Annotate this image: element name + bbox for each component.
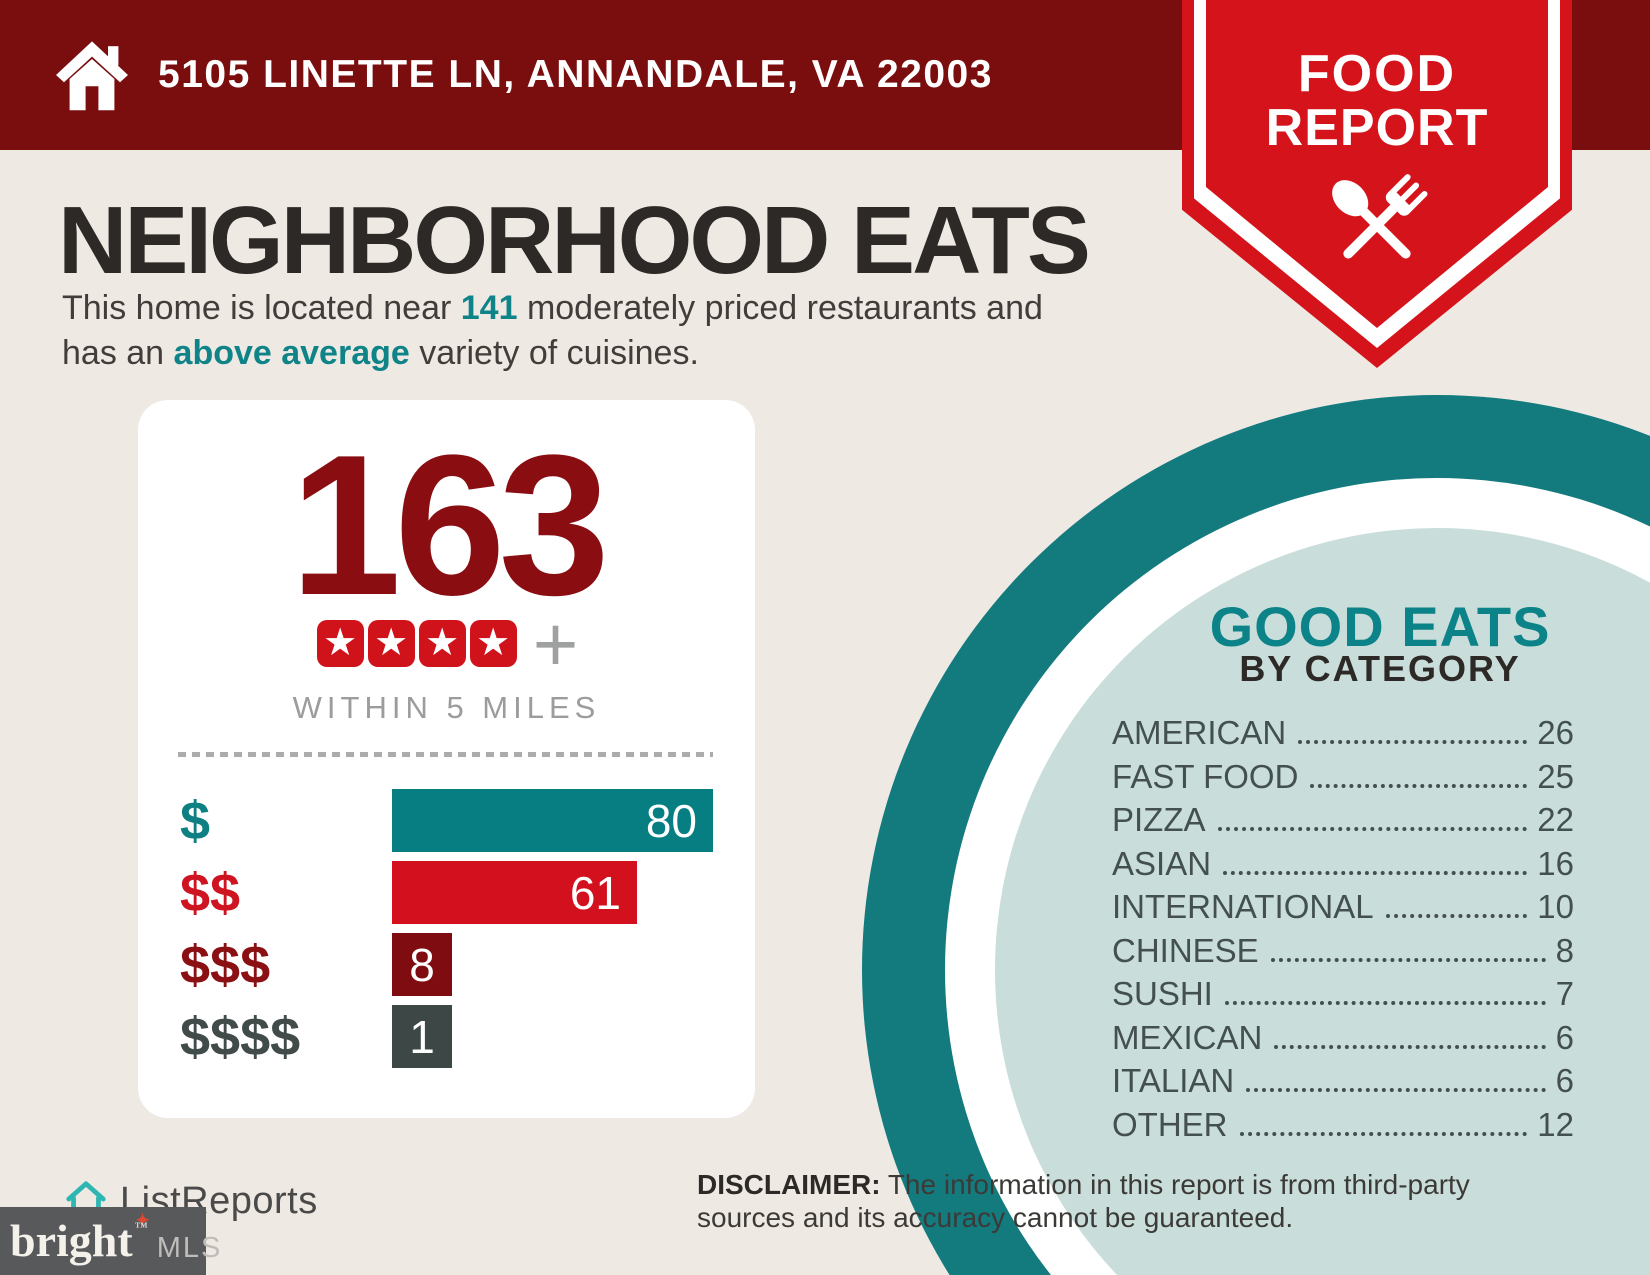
category-label: ITALIAN: [1112, 1062, 1235, 1099]
price-bar-value: 80: [645, 794, 697, 847]
category-row: ITALIAN 6: [1112, 1062, 1574, 1099]
restaurant-count: 141: [460, 289, 518, 327]
plus-icon: +: [532, 599, 579, 688]
intro-line1: This home is located near 141 moderately…: [62, 289, 1043, 327]
trademark-symbol: ™: [134, 1219, 148, 1234]
category-row: OTHER 12: [1112, 1106, 1574, 1143]
category-row: AMERICAN 26: [1112, 714, 1574, 751]
category-label: INTERNATIONAL: [1112, 888, 1374, 925]
star-icon: ★: [418, 620, 466, 667]
star-icon: ★: [367, 620, 415, 667]
category-value: 8: [1555, 931, 1574, 969]
price-bar-value: 1: [409, 1010, 435, 1063]
category-label: AMERICAN: [1112, 714, 1287, 751]
category-label: OTHER: [1112, 1105, 1228, 1143]
price-tier-label: $$$$: [180, 1006, 301, 1067]
price-bar: 61: [392, 861, 637, 924]
category-row: PIZZA 22: [1112, 801, 1574, 838]
dotted-leader: [1217, 827, 1528, 831]
category-value: 7: [1555, 975, 1574, 1012]
property-address: 5105 LINETTE LN, ANNANDALE, VA 22003: [158, 53, 993, 96]
dotted-leader: [1224, 1001, 1546, 1005]
price-bar-value: 8: [409, 938, 435, 991]
dotted-leader: [1239, 1131, 1528, 1136]
page-title: NEIGHBORHOOD EATS: [58, 187, 1091, 294]
category-value: 6: [1555, 1062, 1574, 1099]
category-value: 25: [1537, 757, 1574, 795]
category-value: 22: [1537, 801, 1574, 838]
category-value: 12: [1537, 1105, 1574, 1143]
price-bar-row: $$$$ 1: [138, 1005, 755, 1068]
star-rating-row: ★ ★ ★ ★ +: [138, 599, 755, 688]
radius-label: WITHIN 5 MILES: [292, 690, 601, 725]
bright-wordmark: bright ✦ ™: [10, 1211, 150, 1266]
crossed-spoon-fork-icon: [1332, 174, 1428, 259]
intro-line2: has an above average variety of cuisines…: [62, 333, 699, 372]
category-label: SUSHI: [1112, 975, 1213, 1012]
category-row: CHINESE 8: [1112, 932, 1574, 969]
ribbon-title-line2: REPORT: [1265, 99, 1489, 157]
restaurant-summary-card: 163 ★ ★ ★ ★ + WITHIN 5 MILES $ 80 $$ 61 …: [138, 400, 755, 1118]
category-list: AMERICAN 26 FAST FOOD 25 PIZZA 22 ASIAN 16 I…: [1112, 714, 1574, 1149]
category-label: FAST FOOD: [1112, 757, 1299, 795]
category-value: 6: [1555, 1018, 1574, 1056]
dashed-divider: [178, 752, 713, 757]
category-row: INTERNATIONAL 10: [1112, 888, 1574, 925]
category-row: MEXICAN 6: [1112, 1019, 1574, 1056]
bright-star-icon: ✦: [135, 1211, 150, 1230]
price-tier-label: $: [180, 790, 211, 851]
dotted-leader: [1298, 740, 1528, 744]
category-row: SUSHI 7: [1112, 975, 1574, 1012]
dotted-leader: [1274, 1044, 1546, 1049]
disclaimer-label: DISCLAIMER:: [697, 1169, 881, 1200]
dotted-leader: [1310, 783, 1528, 788]
price-bar: 1: [392, 1005, 452, 1068]
mls-wordmark: MLS: [156, 1231, 223, 1264]
ribbon-title-line1: FOOD: [1297, 45, 1457, 103]
category-label: CHINESE: [1112, 931, 1259, 969]
dotted-leader: [1246, 1088, 1546, 1092]
disclaimer-text: DISCLAIMER: The information in this repo…: [697, 1169, 1470, 1234]
star-icon: ★: [469, 620, 517, 667]
price-bar-row: $$$ 8: [138, 933, 755, 996]
category-label: MEXICAN: [1112, 1018, 1263, 1056]
good-eats-subtitle: BY CATEGORY: [1239, 648, 1521, 689]
star-icon: ★: [316, 620, 364, 667]
bright-mls-logo: bright ✦ ™ MLS: [0, 1207, 220, 1275]
intro-text: This home is located near 141 moderately…: [62, 286, 1043, 376]
home-icon: [56, 41, 128, 111]
category-row: FAST FOOD 25: [1112, 758, 1574, 795]
price-bar: 80: [392, 789, 713, 852]
category-label: ASIAN: [1112, 844, 1212, 882]
price-bar: 8: [392, 933, 452, 996]
price-tier-label: $$$: [180, 934, 271, 995]
category-value: 10: [1537, 888, 1574, 925]
dotted-leader: [1270, 957, 1546, 962]
dotted-leader: [1223, 870, 1528, 875]
category-value: 16: [1537, 844, 1574, 882]
food-report-ribbon: FOOD REPORT: [1182, 0, 1572, 368]
price-bar-row: $ 80: [138, 789, 755, 852]
price-bar-value: 61: [569, 866, 621, 919]
total-restaurant-count: 163: [290, 414, 610, 637]
dotted-leader: [1385, 914, 1528, 918]
good-eats-title: GOOD EATS: [1209, 595, 1551, 658]
price-tier-label: $$: [180, 862, 241, 923]
category-row: ASIAN 16: [1112, 845, 1574, 882]
price-bar-row: $$ 61: [138, 861, 755, 924]
category-label: PIZZA: [1112, 801, 1206, 838]
category-value: 26: [1537, 714, 1574, 751]
variety-highlight: above average: [173, 333, 410, 372]
